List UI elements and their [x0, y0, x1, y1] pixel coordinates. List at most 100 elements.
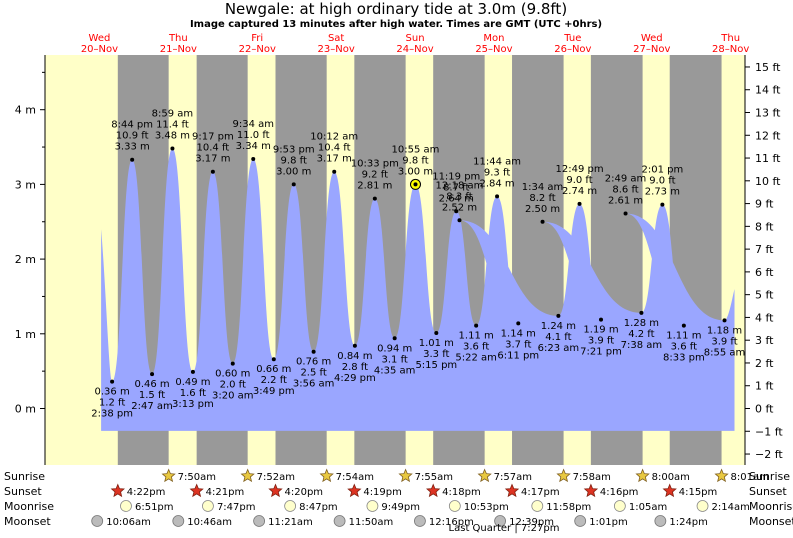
high-ft-label: 9.0 ft — [566, 175, 592, 186]
high-time-label: 2:49 am — [605, 174, 647, 185]
tide-point — [495, 194, 500, 199]
sunrise-icon — [161, 468, 176, 483]
low-m-label: 1.28 m — [624, 318, 659, 329]
sunrise-time: 8:01am — [731, 472, 769, 483]
moonrise-time: 11:58pm — [546, 502, 591, 513]
moonrise-icon — [284, 500, 297, 512]
high-ft-label: 11.4 ft — [156, 120, 189, 131]
sunrise-time: 7:52am — [257, 472, 295, 483]
moonset-time: 10:06am — [106, 517, 151, 528]
left-tick-label: 4 m — [15, 104, 36, 117]
sunset-row-label: Sunset — [4, 485, 42, 498]
tide-area-layer — [101, 148, 735, 431]
high-m-label: 3.48 m — [155, 131, 190, 142]
sunset-time: 4:19pm — [363, 487, 402, 498]
low-m-label: 0.46 m — [134, 379, 169, 390]
low-m-label: 1.11 m — [666, 331, 701, 342]
low-m-label: 1.14 m — [501, 328, 536, 339]
sunset-time: 4:22pm — [127, 487, 166, 498]
moonrise-icon — [366, 500, 379, 512]
right-tick-label: 14 ft — [755, 84, 781, 97]
low-time-label: 6:23 am — [538, 343, 580, 354]
day-date-label: 25–Nov — [475, 44, 512, 55]
day-date-label: 20–Nov — [81, 44, 118, 55]
tide-point — [311, 349, 316, 354]
low-ft-label: 2.8 ft — [342, 362, 368, 373]
low-m-label: 0.49 m — [175, 377, 210, 388]
low-time-label: 7:21 pm — [580, 347, 622, 358]
high-ft-label: 8.7 ft — [443, 182, 469, 193]
sunrise-row-label: Sunrise — [4, 470, 45, 483]
right-tick-label: 9 ft — [755, 198, 774, 211]
low-time-label: 5:22 am — [455, 353, 497, 364]
sunset-time: 4:17pm — [521, 487, 560, 498]
moonrise-time: 7:47pm — [217, 502, 256, 513]
high-time-label: 10:33 pm — [351, 159, 399, 170]
high-m-label: 2.61 m — [608, 196, 643, 207]
sunset-time: 4:21pm — [206, 487, 245, 498]
high-ft-label: 8.2 ft — [529, 193, 555, 204]
low-m-label: 1.01 m — [419, 338, 454, 349]
chart-title: Newgale: at high ordinary tide at 3.0m (… — [225, 0, 567, 18]
high-time-label: 10:55 am — [392, 144, 440, 155]
low-time-label: 4:35 am — [374, 365, 416, 376]
day-date-label: 24–Nov — [396, 44, 433, 55]
low-m-label: 1.18 m — [707, 325, 742, 336]
high-m-label: 3.33 m — [115, 142, 150, 153]
right-tick-label: 11 ft — [755, 152, 781, 165]
moonset-icon — [414, 515, 426, 527]
tide-point — [150, 372, 155, 377]
high-time-label: 9:34 am — [232, 119, 274, 130]
day-name-label: Fri — [251, 33, 263, 44]
high-ft-label: 10.9 ft — [116, 131, 149, 142]
moonset-time: 1:01pm — [589, 517, 628, 528]
tide-point — [434, 331, 439, 336]
moonrise-time: 1:05am — [629, 502, 667, 513]
low-time-label: 4:29 pm — [334, 373, 376, 384]
sunrise-time: 7:57am — [494, 472, 532, 483]
low-m-label: 0.66 m — [256, 364, 291, 375]
low-m-label: 0.36 m — [95, 387, 130, 398]
tide-point — [599, 317, 604, 322]
high-m-label: 3.00 m — [398, 166, 433, 177]
right-tick-label: 7 ft — [755, 243, 774, 256]
day-date-label: 21–Nov — [160, 44, 197, 55]
moonrise-icon — [613, 500, 626, 512]
right-tick-label: 1 ft — [755, 380, 774, 393]
sunrise-icon — [477, 468, 492, 483]
right-tick-label: 2 ft — [755, 357, 774, 370]
sunrise-time: 8:00am — [652, 472, 690, 483]
tide-point — [639, 310, 644, 315]
low-ft-label: 2.5 ft — [300, 368, 326, 379]
sunset-icon — [268, 483, 283, 498]
sunrise-icon — [714, 468, 729, 483]
sunrise-icon — [240, 468, 255, 483]
day-name-label: Wed — [641, 33, 663, 44]
day-date-label: 26–Nov — [554, 44, 591, 55]
left-tick-label: 0 m — [15, 403, 36, 416]
high-ft-label: 8.6 ft — [612, 185, 638, 196]
low-m-label: 0.60 m — [215, 369, 250, 380]
low-ft-label: 3.3 ft — [423, 349, 449, 360]
moonrise-time: 2:14am — [712, 502, 750, 513]
low-ft-label: 3.9 ft — [588, 336, 614, 347]
high-m-label: 3.17 m — [317, 154, 352, 165]
sunrise-time: 7:50am — [178, 472, 216, 483]
moonrise-row-label-right: Moonrise — [749, 500, 793, 513]
high-time-label: 12:18 am — [436, 180, 484, 191]
moonset-icon — [654, 515, 667, 527]
high-ft-label: 8.3 ft — [446, 191, 472, 202]
moonrise-row-label: Moonrise — [4, 500, 54, 513]
moonrise-icon — [448, 500, 461, 512]
tide-point — [291, 182, 296, 187]
high-m-label: 2.84 m — [479, 178, 514, 189]
tide-point — [230, 361, 235, 366]
high-ft-label: 11.0 ft — [237, 130, 270, 141]
sunset-time: 4:15pm — [679, 487, 718, 498]
moonset-time: 1:24pm — [669, 517, 708, 528]
high-m-label: 2.50 m — [525, 204, 560, 215]
low-time-label: 8:55 am — [704, 347, 746, 358]
moonset-icon — [91, 515, 104, 527]
low-time-label: 3:56 am — [293, 379, 335, 390]
right-tick-label: 8 ft — [755, 220, 774, 233]
